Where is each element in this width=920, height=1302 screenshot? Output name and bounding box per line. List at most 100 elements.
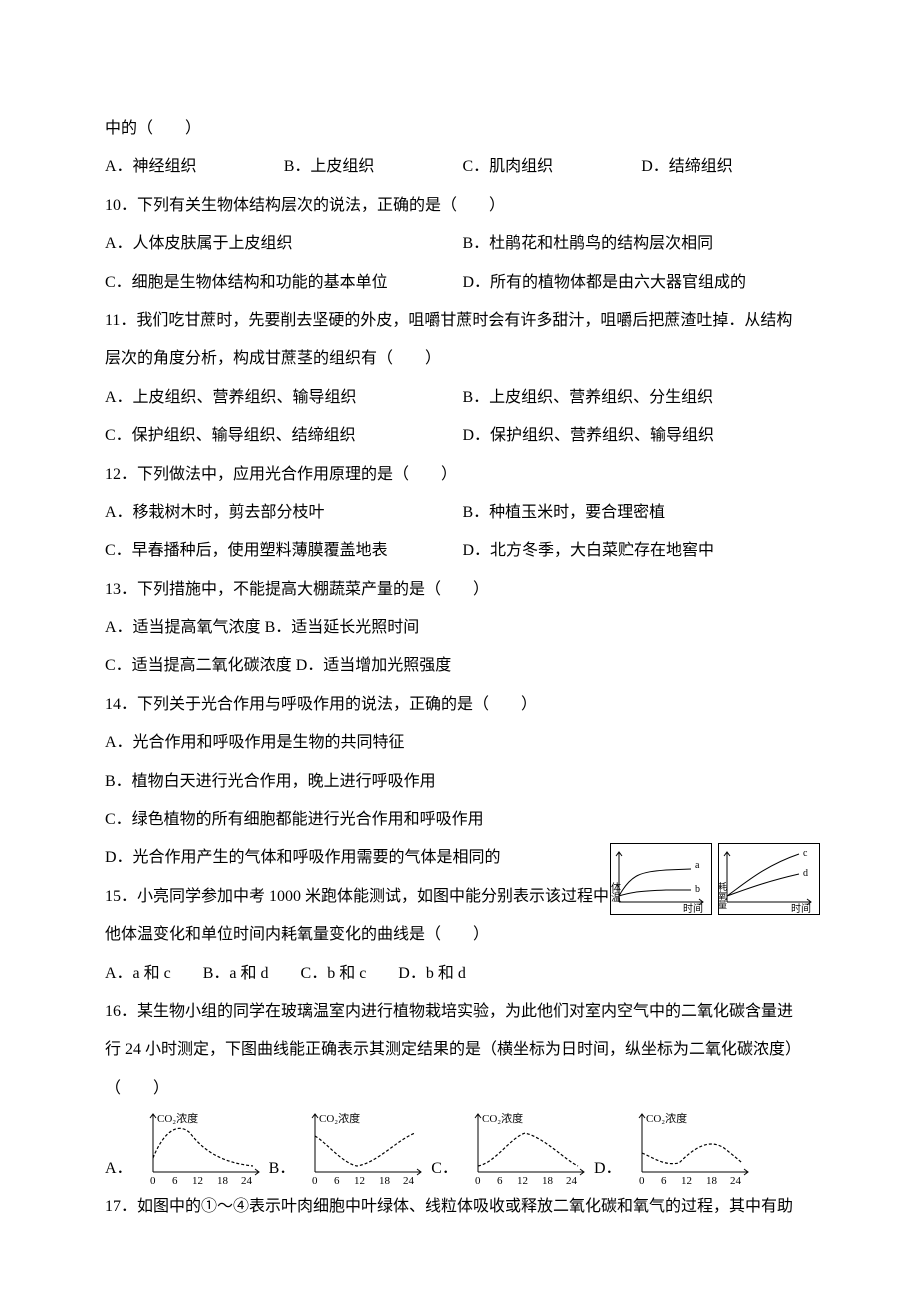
q16-item-b: B． CO₂浓度 06121824: [269, 1108, 428, 1188]
q10-opt-b: B．杜鹃花和杜鹃鸟的结构层次相同: [463, 225, 821, 263]
q9-opt-b: B．上皮组织: [284, 148, 463, 186]
q16-chart-c: CO₂浓度 06121824: [460, 1108, 590, 1188]
q12-opt-d: D．北方冬季，大白菜贮存在地窖中: [463, 532, 821, 570]
q16-stem2: 行 24 小时测定，下图曲线能正确表示其测定结果的是（横坐标为日时间，纵坐标为二…: [105, 1031, 820, 1069]
svg-text:0: 0: [639, 1175, 645, 1187]
q16-label-a: A．: [105, 1150, 133, 1188]
q16-chart-a: CO₂浓度 06121824: [135, 1108, 265, 1188]
q13-line1: A．适当提高氧气浓度 B．适当延长光照时间: [105, 609, 820, 647]
svg-text:6: 6: [334, 1175, 340, 1187]
q15-label-d: d: [803, 868, 808, 879]
exam-page: 中的（ ） A．神经组织 B．上皮组织 C．肌肉组织 D．结缔组织 10．下列有…: [0, 0, 920, 1287]
q16a-ylabel: CO₂浓度: [157, 1111, 198, 1125]
svg-text:18: 18: [379, 1175, 391, 1187]
q16-label-c: C．: [431, 1150, 458, 1188]
q12-opt-a: A．移栽树木时，剪去部分枝叶: [105, 494, 463, 532]
q12-opts-row2: C．早春播种后，使用塑料薄膜覆盖地表 D．北方冬季，大白菜贮存在地窖中: [105, 532, 820, 570]
q15-c2-xlabel: 时间: [791, 902, 811, 915]
q15-charts: 体温 a b 时间 耗氧量 c d 时间: [610, 843, 820, 915]
q12-opt-b: B．种植玉米时，要合理密植: [463, 494, 821, 532]
q10-opt-d: D．所有的植物体都是由六大器官组成的: [463, 264, 821, 302]
svg-text:18: 18: [217, 1175, 229, 1187]
q16-stem1: 16．某生物小组的同学在玻璃温室内进行植物栽培实验，为此他们对室内空气中的二氧化…: [105, 993, 820, 1031]
q15-c1-xlabel: 时间: [683, 902, 703, 915]
q14-opt-c: C．绿色植物的所有细胞都能进行光合作用和呼吸作用: [105, 801, 820, 839]
svg-text:18: 18: [706, 1175, 718, 1187]
q16c-curve: [478, 1133, 578, 1166]
q16-chart-b: CO₂浓度 0 6 12 18 24: [297, 1108, 427, 1188]
q9-opt-d: D．结缔组织: [641, 148, 820, 186]
svg-text:0: 0: [150, 1175, 156, 1187]
svg-text:12: 12: [192, 1175, 203, 1187]
q16-item-a: A． CO₂浓度 06121824: [105, 1108, 265, 1188]
q16b-curve: [315, 1133, 415, 1166]
q16-options-row: A． CO₂浓度 06121824 B． CO₂浓度: [105, 1108, 820, 1188]
q16-label-d: D．: [594, 1150, 622, 1188]
q13-opt-c: C．适当提高二氧化碳浓度: [105, 657, 292, 674]
q9-opt-a: A．神经组织: [105, 148, 284, 186]
q15-chart-temp: 体温 a b 时间: [610, 843, 712, 915]
q16a-xticks: 06121824: [150, 1175, 253, 1187]
q11-opt-a: A．上皮组织、营养组织、输导组织: [105, 379, 463, 417]
q14d-q15-row: D．光合作用产生的气体和呼吸作用需要的气体是相同的 15．小亮同学参加中考 10…: [105, 839, 820, 954]
q10-opt-a: A．人体皮肤属于上皮组织: [105, 225, 463, 263]
q15-curve-c: [727, 854, 799, 896]
q9-opt-c: C．肌肉组织: [463, 148, 642, 186]
svg-text:6: 6: [661, 1175, 667, 1187]
q10-opts-row2: C．细胞是生物体结构和功能的基本单位 D．所有的植物体都是由六大器官组成的: [105, 264, 820, 302]
q12-stem: 12．下列做法中，应用光合作用原理的是（ ）: [105, 456, 820, 494]
q17-stem: 17．如图中的①～④表示叶肉细胞中叶绿体、线粒体吸收或释放二氧化碳和氧气的过程，…: [105, 1188, 820, 1226]
q11-stem1: 11．我们吃甘蔗时，先要削去坚硬的外皮，咀嚼甘蔗时会有许多甜汁，咀嚼后把蔗渣吐掉…: [105, 302, 820, 340]
q11-opt-c: C．保护组织、输导组织、结缔组织: [105, 417, 463, 455]
q16-stem3: （ ）: [105, 1070, 820, 1108]
q12-opts-row1: A．移栽树木时，剪去部分枝叶 B．种植玉米时，要合理密植: [105, 494, 820, 532]
q15-chart-oxygen: 耗氧量 c d 时间: [718, 843, 820, 915]
q15-c2-ylabel: 耗氧量: [718, 882, 727, 909]
svg-text:24: 24: [730, 1175, 742, 1187]
q16a-curve: [153, 1128, 253, 1166]
svg-text:24: 24: [566, 1175, 578, 1187]
q13-opt-d: D．适当增加光照强度: [296, 657, 452, 674]
q15-curve-a: [619, 869, 691, 896]
q14-opt-b: B．植物白天进行光合作用，晚上进行呼吸作用: [105, 763, 820, 801]
q13-opt-b: B．适当延长光照时间: [265, 619, 420, 636]
q14-opt-d: D．光合作用产生的气体和呼吸作用需要的气体是相同的: [105, 839, 610, 877]
q15-c1-ylabel: 体温: [610, 882, 621, 902]
q16c-ylabel: CO₂浓度: [482, 1111, 523, 1125]
svg-text:24: 24: [403, 1175, 415, 1187]
svg-text:18: 18: [542, 1175, 554, 1187]
svg-text:6: 6: [497, 1175, 503, 1187]
q11-opts-row2: C．保护组织、输导组织、结缔组织 D．保护组织、营养组织、输导组织: [105, 417, 820, 455]
q15-label-b: b: [695, 884, 700, 895]
q15-curve-d: [727, 874, 799, 896]
svg-text:12: 12: [681, 1175, 692, 1187]
q11-stem2: 层次的角度分析，构成甘蔗茎的组织有（ ）: [105, 340, 820, 378]
q16-item-d: D． CO₂浓度 0 6 12 18 24: [594, 1108, 754, 1188]
q11-opt-b: B．上皮组织、营养组织、分生组织: [463, 379, 821, 417]
q16d-curve: [642, 1144, 742, 1164]
q13-stem: 13．下列措施中，不能提高大棚蔬菜产量的是（ ）: [105, 571, 820, 609]
q14-stem: 14．下列关于光合作用与呼吸作用的说法，正确的是（ ）: [105, 686, 820, 724]
svg-text:12: 12: [354, 1175, 365, 1187]
svg-text:0: 0: [312, 1175, 318, 1187]
q9-stem-tail: 中的（ ）: [105, 110, 820, 148]
q16b-xticks: 0 6 12 18 24: [312, 1175, 415, 1187]
q13-line2: C．适当提高二氧化碳浓度 D．适当增加光照强度: [105, 647, 820, 685]
q10-opt-c: C．细胞是生物体结构和功能的基本单位: [105, 264, 463, 302]
q16-item-c: C． CO₂浓度 06121824: [431, 1108, 590, 1188]
q16c-xticks: 06121824: [475, 1175, 578, 1187]
q11-opt-d: D．保护组织、营养组织、输导组织: [463, 417, 821, 455]
q10-stem: 10．下列有关生物体结构层次的说法，正确的是（ ）: [105, 187, 820, 225]
q15-opts: A．a 和 c B．a 和 d C．b 和 c D．b 和 d: [105, 955, 820, 993]
q16d-ylabel: CO₂浓度: [646, 1111, 687, 1125]
q15-curve-b: [619, 890, 691, 896]
svg-text:0: 0: [475, 1175, 481, 1187]
svg-text:24: 24: [241, 1175, 253, 1187]
q15-label-c: c: [803, 848, 808, 859]
q15-label-a: a: [695, 860, 700, 871]
q11-opts-row1: A．上皮组织、营养组织、输导组织 B．上皮组织、营养组织、分生组织: [105, 379, 820, 417]
q10-opts-row1: A．人体皮肤属于上皮组织 B．杜鹃花和杜鹃鸟的结构层次相同: [105, 225, 820, 263]
q15-text-col: D．光合作用产生的气体和呼吸作用需要的气体是相同的 15．小亮同学参加中考 10…: [105, 839, 610, 954]
q12-opt-c: C．早春播种后，使用塑料薄膜覆盖地表: [105, 532, 463, 570]
q16b-ylabel: CO₂浓度: [319, 1111, 360, 1125]
